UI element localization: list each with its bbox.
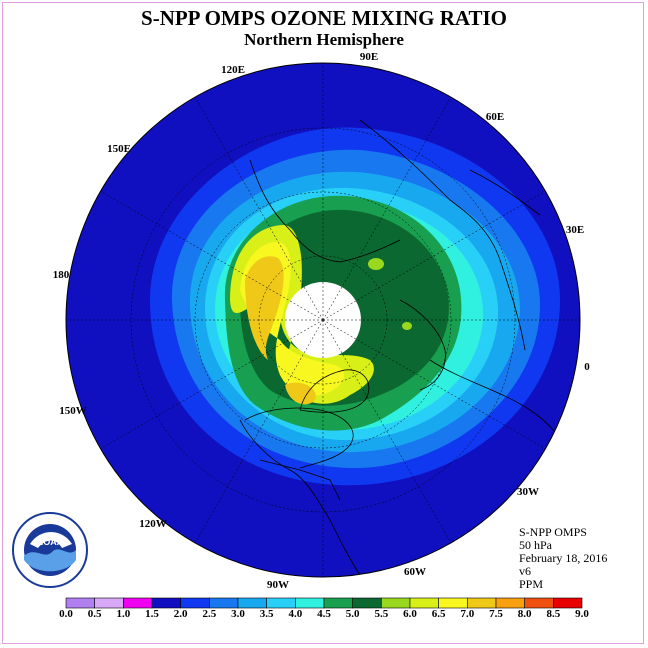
info-version: v6 xyxy=(519,564,531,578)
colorbar xyxy=(65,597,583,609)
colorbar-tick-label: 1.5 xyxy=(145,608,159,620)
colorbar-swatch xyxy=(266,597,296,609)
colorbar-swatch xyxy=(495,597,525,609)
colorbar-tick-label: 8.5 xyxy=(546,608,561,620)
noaa-logo: NOAA xyxy=(12,512,88,588)
info-instrument: S-NPP OMPS xyxy=(519,525,587,539)
colorbar-swatch xyxy=(553,597,583,609)
colorbar-swatch xyxy=(65,597,95,609)
info-level: 50 hPa xyxy=(519,538,552,552)
colorbar-tick-label: 1.0 xyxy=(116,608,131,620)
colorbar-swatch xyxy=(467,597,497,609)
colorbar-swatch xyxy=(295,597,325,609)
colorbar-tick-label: 5.0 xyxy=(345,608,360,620)
colorbar-swatch xyxy=(323,597,353,609)
lon-label-60e: 60E xyxy=(486,111,504,123)
coastlines xyxy=(239,119,573,576)
lon-label-150e: 150E xyxy=(107,143,131,155)
info-units: PPM xyxy=(519,577,544,591)
lon-label-30w: 30W xyxy=(517,486,539,498)
lon-label-150w: 150W xyxy=(59,405,87,417)
noaa-logo-text: NOAA xyxy=(37,537,64,547)
lon-label-90e: 90E xyxy=(360,51,378,63)
lon-label-120w: 120W xyxy=(139,518,167,530)
lon-label-30e: 30E xyxy=(566,224,584,236)
colorbar-tick-label: 6.0 xyxy=(403,608,417,620)
lon-label-120e: 120E xyxy=(221,64,245,76)
colorbar-tick-label: 0.0 xyxy=(59,608,73,620)
lon-label-90w: 90W xyxy=(267,579,289,591)
map-boundary xyxy=(65,62,581,578)
colorbar-tick-label: 6.5 xyxy=(431,608,446,620)
colorbar-tick-label: 9.0 xyxy=(575,608,589,620)
colorbar-tick-label: 8.0 xyxy=(517,608,532,620)
colorbar-swatch xyxy=(209,597,239,609)
colorbar-swatch xyxy=(94,597,124,609)
colorbar-swatch xyxy=(524,597,554,609)
colorbar-tick-label: 7.5 xyxy=(489,608,503,620)
colorbar-swatch xyxy=(237,597,267,609)
colorbar-swatch xyxy=(151,597,181,609)
map-title: S-NPP OMPS OZONE MIXING RATIO xyxy=(141,6,507,30)
info-date: February 18, 2016 xyxy=(519,551,608,565)
colorbar-swatch xyxy=(381,597,411,609)
lon-label-0: 0 xyxy=(584,361,590,373)
map-subtitle: Northern Hemisphere xyxy=(244,30,404,49)
colorbar-tick-label: 3.5 xyxy=(259,608,274,620)
colorbar-tick-label: 0.5 xyxy=(87,608,102,620)
colorbar-tick-label: 5.5 xyxy=(374,608,389,620)
colorbar-tick-label: 3.0 xyxy=(231,608,245,620)
colorbar-tick-label: 4.5 xyxy=(317,608,331,620)
colorbar-swatch xyxy=(123,597,153,609)
colorbar-swatch xyxy=(180,597,210,609)
graticule xyxy=(66,63,580,577)
colorbar-tick-label: 7.0 xyxy=(460,608,475,620)
colorbar-swatch xyxy=(438,597,468,609)
colorbar-tick-label: 2.5 xyxy=(202,608,217,620)
lon-label-180: 180 xyxy=(53,269,70,281)
colorbar-swatch xyxy=(352,597,382,609)
lon-label-60w: 60W xyxy=(404,566,426,578)
colorbar-swatch xyxy=(409,597,439,609)
colorbar-tick-label: 4.0 xyxy=(288,608,303,620)
colorbar-tick-label: 2.0 xyxy=(173,608,188,620)
